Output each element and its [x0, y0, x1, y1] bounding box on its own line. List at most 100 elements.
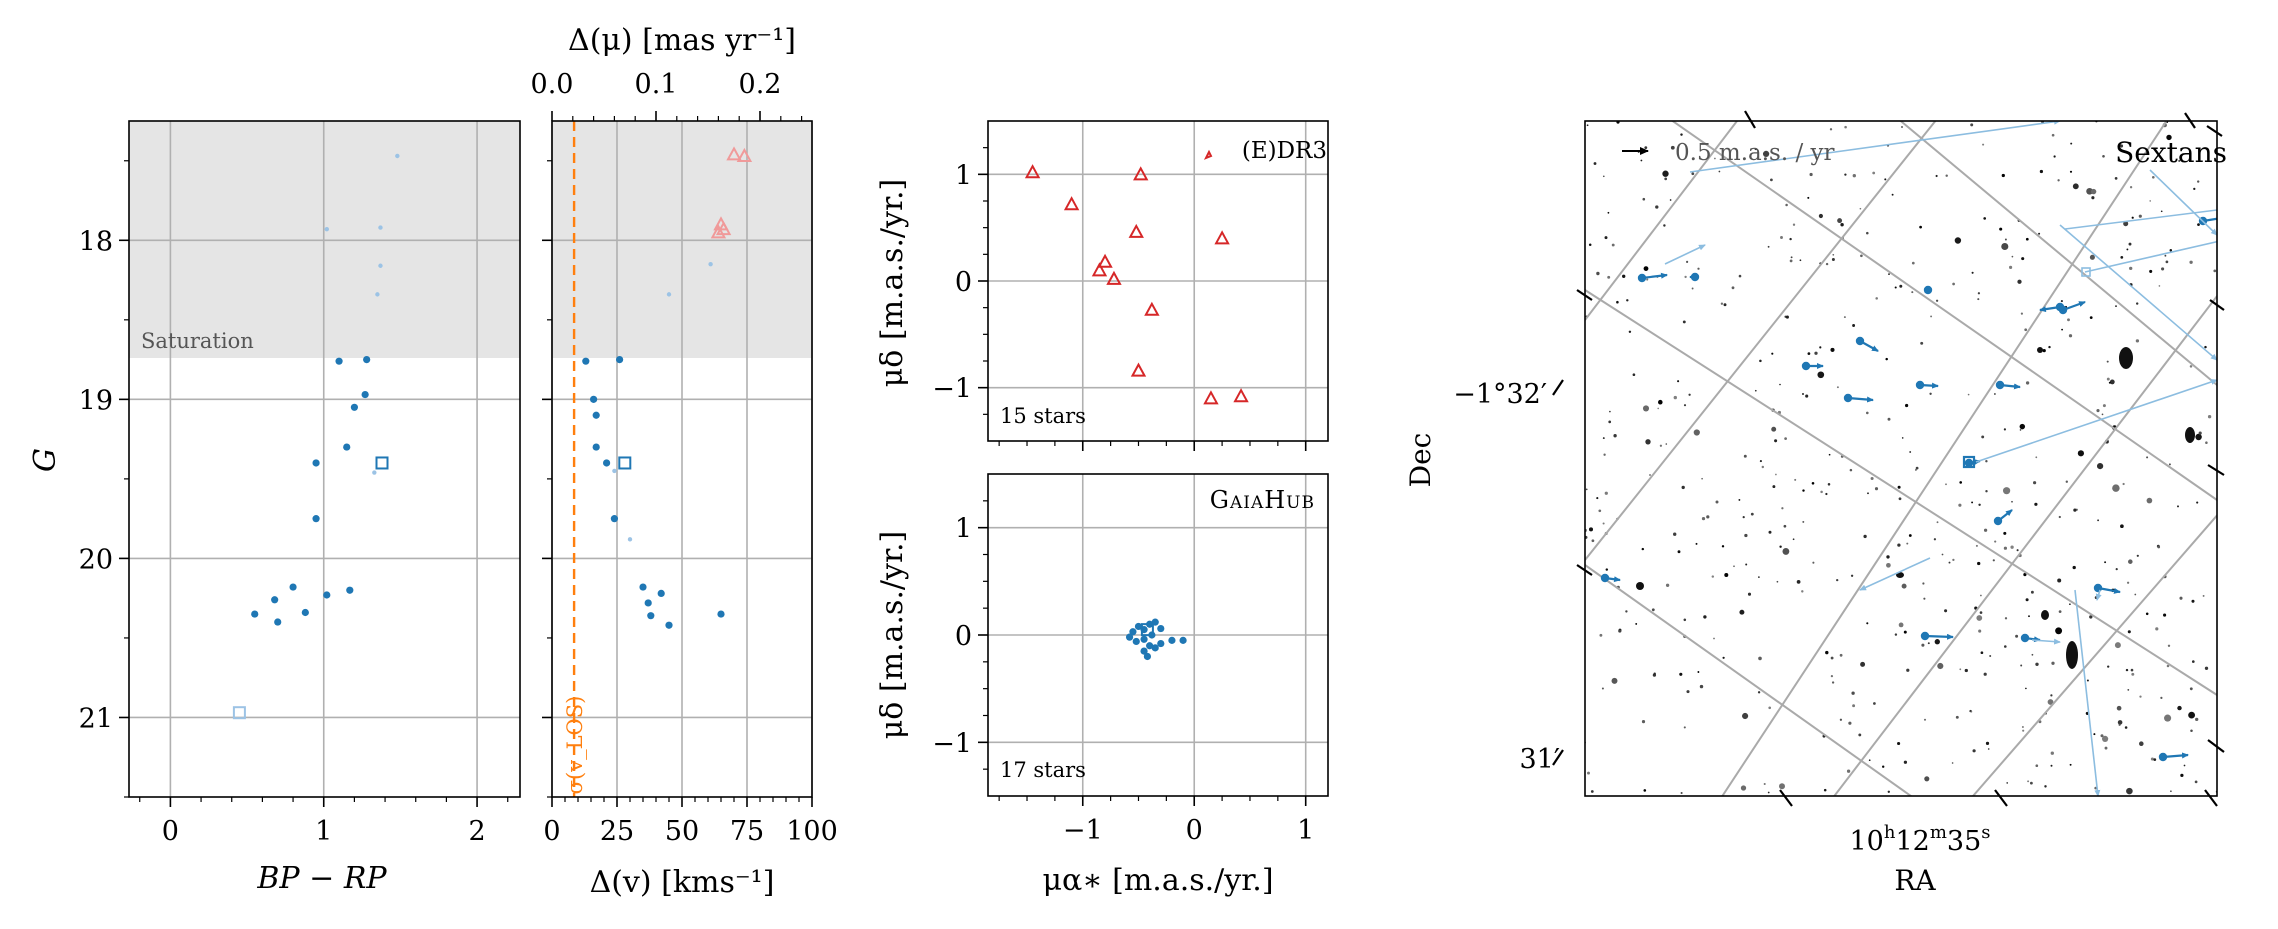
sky-grid-line [1585, 121, 1739, 321]
sky-edge-tick [1779, 789, 1793, 807]
cmd-point-members [323, 591, 331, 599]
field-star [2129, 186, 2133, 189]
field-star [1768, 530, 1772, 534]
field-star [1782, 547, 1790, 555]
field-star [1866, 622, 1869, 625]
field-star [2022, 729, 2025, 732]
field-star [1897, 543, 1901, 547]
field-star [1899, 284, 1903, 288]
dispersion-ticks: 0 25 50 75 100 0.0 0.1 0.2 [531, 69, 838, 847]
field-star [2164, 714, 2172, 722]
field-star [2051, 133, 2055, 137]
field-star [1679, 672, 1683, 676]
field-star [1836, 386, 1839, 389]
field-star [2021, 726, 2024, 728]
sky-edge-tick [2209, 299, 2225, 311]
field-star [1884, 178, 1887, 181]
edr3-point [1097, 253, 1113, 268]
edr3-point [1024, 164, 1041, 179]
cmd-point-members [350, 403, 358, 411]
field-star [1628, 330, 1632, 334]
field-star [1688, 393, 1691, 396]
field-star [2029, 781, 2033, 785]
field-star [1686, 690, 1690, 694]
field-star [1850, 574, 1854, 577]
field-star [2138, 214, 2142, 218]
field-star [2180, 773, 2184, 778]
field-star [2001, 173, 2005, 178]
sky-xlabel: RA [1894, 864, 1936, 897]
pm-arrow [2097, 586, 2121, 594]
x-tick-label: −1 [1063, 815, 1103, 846]
field-star [2107, 665, 2110, 668]
field-star [2097, 463, 2104, 470]
field-star [1593, 162, 1597, 165]
field-star [1903, 760, 1908, 764]
pm-edr3-points [1024, 164, 1249, 405]
field-star [1978, 503, 1981, 506]
field-star [1807, 352, 1811, 355]
field-star [2069, 170, 2073, 173]
pm-arrow [1919, 382, 1939, 389]
dispersion-point-members [592, 443, 600, 451]
field-star [1757, 691, 1761, 694]
field-star [2021, 257, 2025, 261]
field-star [2035, 764, 2039, 768]
field-star [2011, 500, 2013, 503]
field-star [1840, 223, 1844, 227]
field-star [2153, 758, 2157, 761]
top-x-tick-label: 0.2 [739, 69, 782, 100]
field-star [1977, 298, 1980, 301]
field-star [1873, 702, 1876, 705]
field-star [2089, 615, 2093, 619]
field-star [1837, 218, 1843, 224]
field-star [1653, 672, 1656, 675]
field-star [2198, 431, 2202, 435]
dec-tick-label-1: 31′ [1520, 744, 1561, 775]
field-star [2004, 617, 2008, 620]
field-star [2072, 565, 2076, 570]
pm-arrow-light [1859, 557, 1931, 591]
field-star [2089, 316, 2093, 319]
field-star [2028, 615, 2030, 618]
field-star [1604, 491, 1608, 495]
field-star [2119, 144, 2124, 148]
field-star [1875, 297, 1878, 300]
field-star [2127, 630, 2131, 634]
dispersion-point-faint [666, 292, 672, 297]
field-star [1959, 481, 1963, 484]
field-star [2102, 404, 2106, 408]
field-star [2207, 415, 2212, 419]
field-star [1680, 133, 1683, 136]
field-star [1775, 473, 1777, 476]
gaiahub-point [1146, 642, 1154, 650]
sky-panel: 0.5 m.a.s. / yr Sextans RA Dec 10h12m35s… [1404, 110, 2227, 897]
field-star [2189, 687, 2193, 691]
field-star [1908, 534, 1912, 537]
field-star [1642, 405, 1650, 412]
sky-edge-tick [2206, 125, 2223, 137]
field-star [1697, 267, 1700, 270]
field-star [1608, 420, 1612, 424]
field-star [2167, 644, 2171, 647]
field-star [2163, 613, 2167, 617]
field-star [2027, 780, 2030, 783]
field-star [1867, 492, 1869, 495]
sky-edge-tick [2207, 464, 2225, 476]
field-star [1626, 299, 1629, 302]
field-star [2010, 545, 2014, 549]
pm-arrow-light [1689, 121, 2061, 173]
field-star [2155, 627, 2159, 631]
field-star [2139, 695, 2142, 698]
field-star [1814, 351, 1818, 355]
edr3-label: (E)DR3 [1242, 138, 1327, 164]
field-star [1825, 650, 1829, 655]
field-star [1715, 500, 1719, 504]
ra-tick-m: 12 [1895, 826, 1929, 857]
field-star [1724, 573, 1729, 577]
pm-gaiahub-panel: −1 0 1 −1 0 1 GaiaHub 17 stars μα∗ [m.a.s./yr… [875, 473, 1329, 898]
field-star [1772, 485, 1776, 489]
field-star [1901, 583, 1907, 589]
field-star [2127, 689, 2130, 691]
field-star [2160, 696, 2163, 700]
